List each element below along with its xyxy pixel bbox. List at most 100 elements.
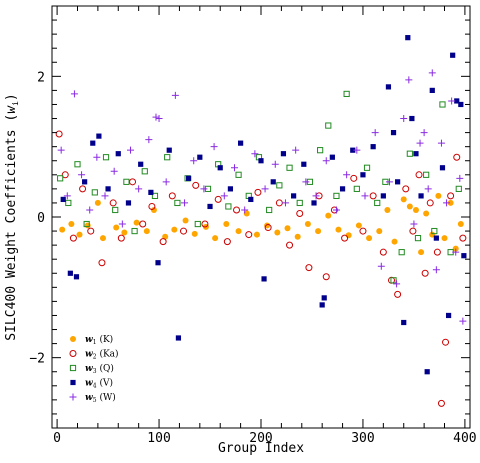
- point-w1: [435, 192, 442, 199]
- point-w4: [329, 154, 335, 160]
- point-w4: [405, 35, 411, 41]
- point-w5: [171, 91, 179, 99]
- point-w4: [401, 319, 407, 326]
- point-w5: [371, 129, 379, 137]
- point-w5: [70, 90, 78, 98]
- point-w4: [390, 130, 397, 136]
- point-w5: [241, 206, 249, 214]
- point-w1: [76, 231, 83, 238]
- point-w5: [343, 171, 351, 179]
- point-w3: [325, 122, 332, 129]
- y-axis-title: SILC400 Weight Coefficients (wi): [4, 93, 20, 340]
- point-w1: [304, 221, 311, 228]
- x-tick-label: 100: [147, 431, 170, 446]
- point-w4: [166, 147, 172, 153]
- point-w4: [186, 175, 192, 181]
- point-w5: [420, 129, 428, 137]
- point-w4: [207, 203, 213, 210]
- point-w1: [253, 231, 260, 238]
- legend-marker-w3: [69, 364, 77, 372]
- point-w1: [441, 235, 448, 242]
- point-w1: [412, 206, 419, 213]
- point-w4: [339, 186, 346, 192]
- point-w2: [275, 199, 283, 207]
- point-w2: [379, 248, 387, 256]
- y-axis-title-close: ): [4, 93, 19, 101]
- point-w4: [445, 312, 452, 319]
- point-w5: [162, 178, 170, 186]
- series-w1: [59, 192, 464, 256]
- legend: w1 (K) w2 (Ka) w3 (Q) w4 (V) w5 (W): [69, 334, 119, 404]
- legend-label-w1: w1 (K): [85, 334, 113, 346]
- point-w5: [361, 192, 369, 200]
- point-w1: [423, 210, 430, 217]
- legend-item-w5: w5 (W): [69, 392, 116, 404]
- point-w2: [98, 259, 106, 267]
- point-w4: [67, 270, 73, 276]
- point-w5: [57, 146, 65, 154]
- point-w4: [115, 151, 121, 157]
- point-w3: [296, 199, 303, 207]
- point-w4: [60, 196, 66, 203]
- point-w3: [225, 203, 232, 210]
- point-w5: [78, 171, 86, 179]
- point-w5: [410, 220, 418, 228]
- point-w5: [261, 185, 269, 193]
- point-w2: [245, 231, 253, 239]
- point-w4: [148, 189, 154, 195]
- point-w5: [428, 69, 436, 77]
- point-w4: [82, 179, 88, 185]
- point-w1: [94, 199, 101, 206]
- point-w2: [286, 241, 294, 249]
- point-w2: [254, 188, 262, 196]
- point-w4: [258, 158, 264, 164]
- point-w1: [366, 235, 373, 242]
- y-tick-label: −2: [29, 352, 45, 367]
- point-w1: [150, 206, 157, 213]
- point-w4: [319, 302, 325, 308]
- point-w3: [131, 227, 138, 235]
- point-w1: [406, 203, 413, 210]
- legend-marker-w1: [70, 336, 76, 342]
- point-w2: [214, 195, 222, 203]
- point-w2: [69, 234, 77, 242]
- point-w1: [133, 219, 140, 226]
- y-tick-labels: −2 0 2: [29, 70, 45, 366]
- point-w2: [415, 171, 423, 179]
- point-w4: [270, 179, 276, 185]
- point-w3: [65, 199, 72, 207]
- point-w1: [315, 228, 322, 235]
- point-w4: [395, 179, 401, 185]
- point-w1: [274, 229, 281, 236]
- point-w1: [59, 226, 66, 233]
- point-w2: [192, 181, 200, 189]
- point-w4: [418, 193, 424, 199]
- point-w5: [271, 160, 279, 168]
- point-w1: [84, 222, 91, 229]
- point-w2: [79, 185, 87, 193]
- point-w3: [406, 150, 413, 157]
- point-w4: [450, 52, 456, 58]
- point-w3: [174, 199, 181, 207]
- point-w3: [431, 227, 438, 235]
- plot-frame: [51, 5, 471, 429]
- point-w3: [390, 277, 397, 284]
- point-w3: [374, 199, 381, 207]
- x-tick-label: 400: [453, 431, 476, 446]
- point-w1: [191, 230, 198, 237]
- x-tick-label: 200: [249, 431, 272, 446]
- plot-area: [55, 35, 467, 407]
- point-w4: [413, 151, 419, 157]
- point-w2: [148, 202, 156, 210]
- point-w5: [220, 192, 228, 200]
- point-w2: [87, 227, 95, 235]
- point-w4: [350, 147, 356, 153]
- point-w3: [194, 220, 201, 228]
- legend-item-w4: w4 (V): [70, 378, 113, 390]
- point-w1: [335, 226, 342, 233]
- series-w5: [57, 69, 467, 325]
- point-w4: [138, 161, 144, 167]
- point-w2: [426, 199, 434, 207]
- point-w4: [385, 84, 392, 90]
- point-w5: [86, 206, 94, 214]
